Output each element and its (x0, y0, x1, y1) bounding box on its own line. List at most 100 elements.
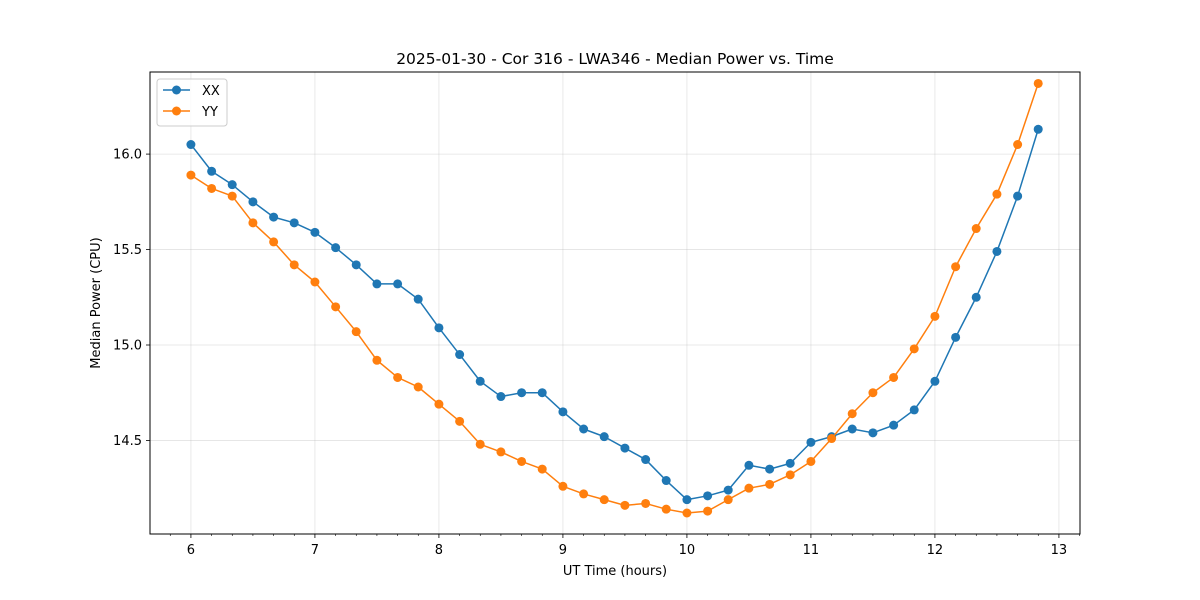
point-xx-25 (703, 491, 713, 501)
legend-marker-yy (172, 106, 181, 116)
point-xx-33 (868, 428, 878, 438)
point-yy-4 (269, 237, 279, 247)
x-tick-label-6: 12 (927, 543, 944, 558)
x-axis-ticks: 6 7 8 9 10 11 12 13 (169, 534, 1080, 558)
point-yy-41 (1033, 78, 1043, 88)
point-xx-3 (248, 197, 258, 207)
point-xx-13 (455, 350, 465, 360)
x-tick-label-1: 7 (311, 543, 319, 558)
point-xx-8 (351, 260, 361, 270)
x-tick-label-7: 13 (1051, 543, 1068, 558)
point-xx-17 (537, 388, 547, 398)
legend-label-xx: XX (202, 84, 220, 99)
point-yy-34 (889, 372, 899, 382)
point-yy-27 (744, 483, 754, 493)
point-yy-17 (537, 464, 547, 474)
x-tick-label-3: 9 (559, 543, 567, 558)
point-xx-4 (269, 212, 279, 222)
point-xx-41 (1033, 124, 1043, 134)
point-yy-21 (620, 500, 630, 510)
point-yy-25 (703, 506, 713, 516)
point-yy-19 (579, 489, 589, 499)
point-yy-2 (227, 191, 237, 201)
y-axis-label: Median Power (CPU) (89, 237, 104, 368)
point-xx-23 (661, 476, 671, 486)
point-xx-1 (207, 166, 217, 176)
point-xx-14 (475, 376, 485, 386)
legend-label-yy: YY (201, 105, 218, 120)
x-tick-label-2: 8 (435, 543, 443, 558)
point-xx-34 (889, 420, 899, 430)
point-yy-6 (310, 277, 320, 287)
point-yy-10 (393, 372, 403, 382)
x-tick-label-0: 6 (187, 543, 195, 558)
point-xx-37 (951, 332, 961, 342)
point-yy-24 (682, 508, 692, 518)
point-xx-39 (992, 246, 1002, 256)
point-yy-33 (868, 388, 878, 398)
series-layer (186, 78, 1043, 518)
legend-marker-xx (172, 85, 181, 95)
series-yy (186, 78, 1043, 518)
y-tick-label-1: 15.0 (113, 339, 142, 354)
point-yy-0 (186, 170, 196, 180)
point-xx-30 (806, 437, 816, 447)
point-yy-39 (992, 189, 1002, 199)
point-yy-40 (1013, 140, 1023, 150)
y-tick-label-0: 14.5 (113, 434, 142, 449)
point-yy-8 (351, 327, 361, 337)
point-xx-15 (496, 392, 506, 402)
point-yy-30 (806, 456, 816, 466)
point-yy-20 (599, 495, 609, 505)
y-axis-ticks: 14.5 15.0 15.5 16.0 (113, 148, 150, 449)
legend-entry-xx: XX (163, 84, 220, 99)
point-xx-28 (765, 464, 775, 474)
x-tick-label-4: 10 (679, 543, 696, 558)
plot-frame (149, 71, 1081, 535)
point-xx-18 (558, 407, 568, 417)
point-xx-11 (413, 294, 423, 304)
point-xx-9 (372, 279, 382, 289)
point-xx-38 (971, 292, 981, 302)
point-yy-3 (248, 218, 258, 228)
point-yy-37 (951, 262, 961, 272)
point-xx-27 (744, 460, 754, 470)
point-yy-29 (785, 470, 795, 480)
point-xx-20 (599, 432, 609, 442)
point-yy-15 (496, 447, 506, 457)
x-tick-label-5: 11 (803, 543, 820, 558)
series-xx (186, 124, 1043, 505)
point-yy-11 (413, 382, 423, 392)
legend-entry-yy: YY (163, 105, 218, 120)
point-xx-12 (434, 323, 444, 333)
point-yy-5 (289, 260, 299, 270)
point-xx-7 (331, 243, 341, 253)
point-xx-10 (393, 279, 403, 289)
point-yy-23 (661, 504, 671, 514)
point-xx-2 (227, 180, 237, 190)
grid (150, 72, 1080, 534)
point-yy-35 (909, 344, 919, 354)
point-yy-28 (765, 479, 775, 489)
y-tick-label-3: 16.0 (113, 148, 142, 163)
point-xx-21 (620, 443, 630, 453)
x-axis-label: UT Time (hours) (563, 564, 667, 579)
point-xx-24 (682, 495, 692, 505)
point-yy-26 (723, 495, 733, 505)
point-xx-16 (517, 388, 527, 398)
point-xx-32 (847, 424, 857, 434)
point-xx-40 (1013, 191, 1023, 201)
series-line-yy (190, 83, 1039, 514)
point-xx-5 (289, 218, 299, 228)
point-yy-36 (930, 311, 940, 321)
point-yy-32 (847, 409, 857, 419)
point-yy-9 (372, 355, 382, 365)
point-yy-7 (331, 302, 341, 312)
point-xx-26 (723, 485, 733, 495)
point-yy-13 (455, 416, 465, 426)
point-xx-36 (930, 376, 940, 386)
point-yy-18 (558, 481, 568, 491)
point-yy-31 (827, 434, 837, 444)
point-xx-35 (909, 405, 919, 415)
